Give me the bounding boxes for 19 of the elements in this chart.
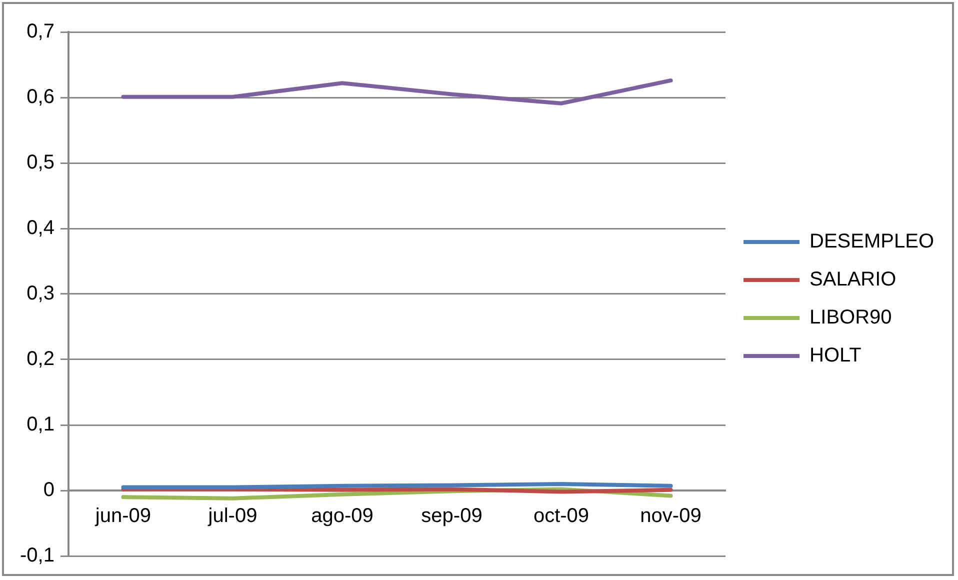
legend-label: DESEMPLEO [810, 230, 934, 253]
x-tick-label: oct-09 [533, 505, 590, 528]
y-tick-label: 0 [43, 479, 54, 502]
x-tick-label: nov-09 [640, 505, 702, 528]
x-tick-label: jun-09 [94, 505, 152, 528]
x-tick-label: ago-09 [311, 505, 374, 528]
y-tick-label: 0,7 [26, 20, 54, 43]
y-tick-label: 0,3 [26, 282, 54, 305]
y-tick-label: 0,4 [26, 217, 54, 240]
legend-label: SALARIO [810, 268, 896, 291]
y-tick-label: 0,5 [26, 152, 54, 174]
y-tick-label: 0,2 [26, 348, 54, 370]
y-tick-label: 0,6 [26, 86, 54, 108]
legend-label: LIBOR90 [810, 306, 892, 329]
legend-label: HOLT [810, 344, 862, 367]
x-tick-label: jul-09 [207, 505, 258, 528]
y-tick-label: 0,1 [26, 414, 54, 436]
y-tick-label: -0,1 [20, 544, 54, 567]
x-tick-label: sep-09 [421, 505, 482, 528]
